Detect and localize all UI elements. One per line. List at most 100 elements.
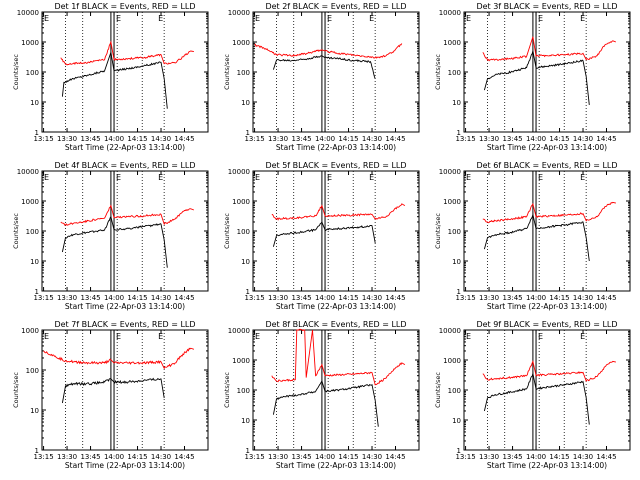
chart-title: Det 3f BLACK = Events, RED = LLD [476, 2, 617, 11]
event-marker-right: E [369, 332, 374, 341]
x-tick-label: 14:15 [338, 453, 358, 461]
x-tick-label: 13:30 [479, 135, 499, 143]
x-tick-label: 14:30 [151, 294, 171, 302]
x-tick-label: 13:45 [80, 453, 100, 461]
y-tick-label: 100 [448, 228, 461, 236]
y-tick-label: 10000 [228, 327, 250, 335]
y-axis-label: Counts/sec [12, 372, 20, 408]
y-tick-label: 100 [26, 69, 39, 77]
x-tick-label: 14:30 [573, 453, 593, 461]
y-tick-label: 10 [30, 99, 39, 107]
chart-panel-5: Det 5f BLACK = Events, RED = LLD 1 10 100 10… [223, 161, 420, 311]
x-axis-label: Start Time (22-Apr-03 13:14:00) [65, 302, 185, 311]
y-tick-label: 1 [35, 129, 39, 137]
series-line-events [272, 55, 376, 79]
y-tick-label: 1 [35, 288, 39, 296]
y-axis-label: Counts/sec [434, 372, 442, 408]
x-tick-label: 13:30 [268, 453, 288, 461]
x-tick-label: 13:45 [80, 135, 100, 143]
y-tick-label: 100 [237, 387, 250, 395]
x-tick-label: 13:15 [455, 453, 475, 461]
event-marker-mid: E [538, 332, 543, 341]
x-tick-label: 14:30 [151, 453, 171, 461]
y-axis-label: Counts/sec [223, 54, 231, 90]
x-axis-label: Start Time (22-Apr-03 13:14:00) [276, 143, 396, 152]
x-tick-label: 14:00 [315, 453, 335, 461]
x-tick-label: 14:15 [549, 135, 569, 143]
x-axis-label: Start Time (22-Apr-03 13:14:00) [487, 143, 607, 152]
plot-frame [41, 170, 209, 292]
y-tick-label: 10000 [228, 168, 250, 176]
y-tick-label: 10 [30, 407, 39, 415]
event-marker-mid: E [327, 332, 332, 341]
x-tick-label: 13:30 [57, 453, 77, 461]
event-marker-left: E [466, 173, 471, 182]
event-marker-right: E [580, 332, 585, 341]
chart-panel-8: Det 8f BLACK = Events, RED = LLD 1 10 100 10… [223, 320, 420, 470]
y-tick-label: 10000 [17, 168, 39, 176]
x-tick-label: 14:45 [385, 453, 405, 461]
plot-frame [41, 11, 209, 133]
series-line-events [272, 221, 376, 247]
x-tick-label: 13:30 [57, 294, 77, 302]
y-axis-label: Counts/sec [434, 54, 442, 90]
x-tick-label: 13:15 [244, 294, 264, 302]
y-tick-label: 1000 [443, 198, 461, 206]
series-line-lld [482, 36, 617, 62]
event-marker-left: E [44, 14, 49, 23]
chart-title: Det 1f BLACK = Events, RED = LLD [54, 2, 195, 11]
x-tick-label: 13:15 [244, 135, 264, 143]
y-tick-label: 100 [237, 228, 250, 236]
chart-panel-4: Det 4f BLACK = Events, RED = LLD 1 10 100 10… [12, 161, 209, 311]
x-tick-label: 14:15 [549, 294, 569, 302]
x-tick-label: 14:45 [596, 135, 616, 143]
event-marker-mid: E [116, 14, 121, 23]
x-tick-label: 13:45 [291, 453, 311, 461]
x-tick-label: 14:30 [362, 294, 382, 302]
event-marker-left: E [44, 173, 49, 182]
event-marker-right: E [369, 173, 374, 182]
y-tick-label: 1000 [232, 357, 250, 365]
y-tick-label: 100 [26, 367, 39, 375]
event-marker-left: E [44, 332, 49, 341]
x-tick-label: 14:45 [174, 135, 194, 143]
y-tick-label: 1 [457, 129, 461, 137]
event-marker-mid: E [116, 332, 121, 341]
series-line-events [61, 52, 168, 109]
y-axis-label: Counts/sec [434, 213, 442, 249]
x-tick-label: 13:45 [291, 135, 311, 143]
series-line-events [483, 212, 590, 262]
series-line-lld [254, 43, 403, 59]
x-tick-label: 14:00 [315, 294, 335, 302]
chart-panel-1: Det 1f BLACK = Events, RED = LLD 1 10 100 10… [12, 2, 209, 152]
y-axis-label: Counts/sec [223, 213, 231, 249]
y-tick-label: 1000 [232, 39, 250, 47]
plot-frame [41, 329, 209, 451]
x-tick-label: 13:30 [268, 135, 288, 143]
x-tick-label: 13:15 [244, 453, 264, 461]
y-tick-label: 10000 [17, 9, 39, 17]
event-marker-right: E [369, 14, 374, 23]
x-tick-label: 13:15 [33, 135, 53, 143]
event-marker-right: E [580, 173, 585, 182]
event-marker-right: E [158, 173, 163, 182]
plot-frame [463, 329, 631, 451]
event-marker-mid: E [538, 173, 543, 182]
event-marker-right: E [158, 332, 163, 341]
event-marker-mid: E [327, 173, 332, 182]
y-tick-label: 100 [448, 69, 461, 77]
x-tick-label: 14:00 [104, 135, 124, 143]
series-line-lld [43, 347, 195, 370]
x-tick-label: 14:30 [573, 294, 593, 302]
y-tick-label: 100 [448, 387, 461, 395]
event-marker-mid: E [538, 14, 543, 23]
y-tick-label: 1000 [443, 39, 461, 47]
series-line-lld [60, 40, 194, 66]
y-tick-label: 1 [35, 447, 39, 455]
y-tick-label: 10000 [439, 327, 461, 335]
x-tick-label: 14:45 [596, 294, 616, 302]
x-axis-label: Start Time (22-Apr-03 13:14:00) [276, 302, 396, 311]
chart-panel-9: Det 9f BLACK = Events, RED = LLD 1 10 100 10… [434, 320, 631, 470]
x-axis-label: Start Time (22-Apr-03 13:14:00) [487, 461, 607, 470]
